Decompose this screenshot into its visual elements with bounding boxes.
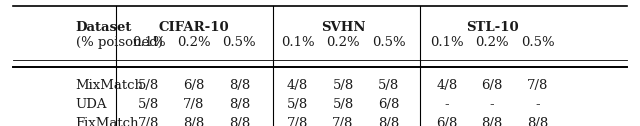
Text: Dataset: Dataset — [76, 21, 132, 34]
Text: 5/8: 5/8 — [138, 98, 159, 111]
Text: 0.1%: 0.1% — [281, 36, 314, 49]
Text: 0.2%: 0.2% — [326, 36, 360, 49]
Text: 7/8: 7/8 — [287, 117, 308, 126]
Text: STL-10: STL-10 — [466, 21, 518, 34]
Text: 7/8: 7/8 — [183, 98, 205, 111]
Text: 5/8: 5/8 — [332, 98, 354, 111]
Text: 7/8: 7/8 — [332, 117, 354, 126]
Text: 8/8: 8/8 — [527, 117, 548, 126]
Text: 8/8: 8/8 — [228, 98, 250, 111]
Text: SVHN: SVHN — [321, 21, 365, 34]
Text: 6/8: 6/8 — [183, 79, 205, 92]
Text: 0.1%: 0.1% — [132, 36, 165, 49]
Text: 5/8: 5/8 — [138, 79, 159, 92]
Text: MixMatch: MixMatch — [76, 79, 143, 92]
Text: 4/8: 4/8 — [287, 79, 308, 92]
Text: -: - — [490, 98, 495, 111]
Text: CIFAR-10: CIFAR-10 — [159, 21, 229, 34]
Text: (% poisoned): (% poisoned) — [76, 36, 163, 49]
Text: 6/8: 6/8 — [481, 79, 503, 92]
Text: 5/8: 5/8 — [287, 98, 308, 111]
Text: 0.2%: 0.2% — [476, 36, 509, 49]
Text: 6/8: 6/8 — [378, 98, 399, 111]
Text: 7/8: 7/8 — [527, 79, 548, 92]
Text: 8/8: 8/8 — [228, 79, 250, 92]
Text: 7/8: 7/8 — [138, 117, 159, 126]
Text: 5/8: 5/8 — [378, 79, 399, 92]
Text: 6/8: 6/8 — [436, 117, 458, 126]
Text: 0.5%: 0.5% — [521, 36, 554, 49]
Text: FixMatch: FixMatch — [76, 117, 139, 126]
Text: 0.5%: 0.5% — [372, 36, 405, 49]
Text: 8/8: 8/8 — [183, 117, 205, 126]
Text: 0.5%: 0.5% — [223, 36, 256, 49]
Text: 8/8: 8/8 — [378, 117, 399, 126]
Text: 8/8: 8/8 — [228, 117, 250, 126]
Text: 4/8: 4/8 — [436, 79, 458, 92]
Text: 8/8: 8/8 — [481, 117, 503, 126]
Text: UDA: UDA — [76, 98, 107, 111]
Text: 0.2%: 0.2% — [177, 36, 211, 49]
Text: 0.1%: 0.1% — [430, 36, 463, 49]
Text: 5/8: 5/8 — [332, 79, 354, 92]
Text: -: - — [444, 98, 449, 111]
Text: -: - — [535, 98, 540, 111]
